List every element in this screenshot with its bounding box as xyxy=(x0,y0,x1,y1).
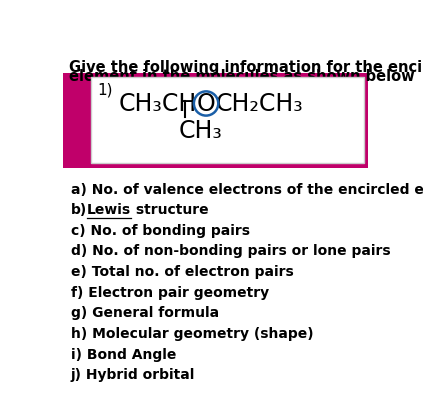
Text: d) No. of non-bonding pairs or lone pairs: d) No. of non-bonding pairs or lone pair… xyxy=(71,244,390,258)
Text: c) No. of bonding pairs: c) No. of bonding pairs xyxy=(71,223,250,237)
Text: element in the molecules as shown below: element in the molecules as shown below xyxy=(69,69,415,84)
Text: CH₃CH: CH₃CH xyxy=(118,92,197,116)
Text: g) General formula: g) General formula xyxy=(71,305,219,320)
Text: a) No. of valence electrons of the encircled element: a) No. of valence electrons of the encir… xyxy=(71,182,423,196)
FancyBboxPatch shape xyxy=(63,74,368,168)
Text: CH₂CH₃: CH₂CH₃ xyxy=(215,92,303,116)
Text: Give the following information for the encircled: Give the following information for the e… xyxy=(69,60,423,75)
Text: O: O xyxy=(197,92,215,116)
Text: i) Bond Angle: i) Bond Angle xyxy=(71,347,176,361)
Text: f) Electron pair geometry: f) Electron pair geometry xyxy=(71,285,269,299)
Text: CH₃: CH₃ xyxy=(179,119,222,143)
Text: e) Total no. of electron pairs: e) Total no. of electron pairs xyxy=(71,264,294,278)
Text: structure: structure xyxy=(131,202,209,217)
FancyBboxPatch shape xyxy=(91,78,364,164)
Text: h) Molecular geometry (shape): h) Molecular geometry (shape) xyxy=(71,326,313,340)
Text: b): b) xyxy=(71,202,87,217)
Text: 1): 1) xyxy=(97,82,113,97)
Text: j) Hybrid orbital: j) Hybrid orbital xyxy=(71,367,195,381)
Text: Lewis: Lewis xyxy=(87,202,131,217)
